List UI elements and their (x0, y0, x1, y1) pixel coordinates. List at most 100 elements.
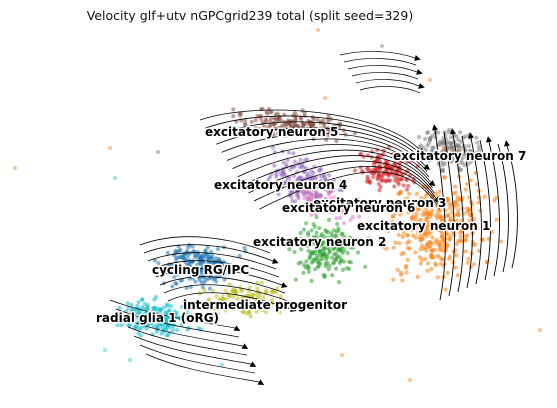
scatter-point (180, 304, 185, 309)
scatter-point (424, 216, 429, 221)
scatter-point (331, 228, 336, 233)
scatter-point (392, 205, 398, 210)
scatter-point (438, 228, 444, 233)
scatter-point (406, 239, 412, 244)
scatter-point (448, 206, 453, 211)
scatter-point (203, 266, 208, 271)
scatter-point (273, 117, 278, 122)
scatter-point (173, 312, 179, 317)
scatter-point (170, 328, 175, 333)
scatter-point (237, 253, 242, 259)
scatter-point (459, 228, 464, 233)
scatter-point (399, 272, 404, 277)
scatter-point (464, 221, 469, 226)
scatter-point (441, 146, 446, 151)
scatter-point (205, 298, 210, 303)
scatter-point (428, 152, 433, 157)
scatter-point (306, 172, 311, 177)
scatter-point (326, 217, 332, 222)
streamline-arrowhead (432, 124, 438, 131)
scatter-point (309, 169, 314, 174)
streamline (216, 127, 426, 167)
scatter-point (275, 286, 280, 291)
scatter-point (406, 206, 411, 211)
streamline (259, 171, 441, 210)
scatter-point (270, 131, 275, 136)
scatter-point (286, 118, 291, 123)
scatter-point (103, 348, 107, 352)
scatter-point (306, 232, 311, 238)
scatter-point (476, 144, 481, 149)
scatter-point (423, 202, 428, 207)
scatter-point (113, 176, 117, 180)
scatter-point (253, 118, 258, 123)
scatter-point (449, 135, 454, 140)
scatter-point (314, 230, 319, 235)
scatter-point (226, 271, 231, 276)
scatter-point (196, 326, 201, 331)
scatter-point (406, 183, 411, 188)
scatter-point (293, 277, 298, 282)
scatter-point (301, 180, 307, 186)
scatter-point (341, 221, 346, 226)
scatter-point (180, 264, 185, 270)
scatter-point (317, 248, 323, 254)
scatter-point (365, 153, 370, 158)
scatter-point (213, 307, 218, 312)
scatter-point (337, 254, 342, 259)
scatter-point (220, 363, 224, 367)
scatter-point (314, 255, 320, 260)
scatter-point (463, 187, 468, 192)
scatter-point (302, 263, 307, 268)
scatter-point (371, 174, 376, 180)
scatter-point (468, 218, 473, 223)
scatter-point (336, 280, 342, 285)
scatter-point (198, 270, 203, 276)
scatter-point (363, 264, 368, 269)
scatter-point (423, 148, 428, 153)
scatter-point (168, 267, 173, 272)
scatter-point (419, 243, 425, 248)
scatter-point (414, 198, 419, 203)
scatter-point (385, 159, 390, 165)
scatter-point (304, 221, 309, 226)
scatter-point (418, 238, 423, 243)
streamline-arrowhead (418, 83, 425, 89)
scatter-point (333, 257, 339, 263)
scatter-point (445, 212, 451, 217)
scatter-point (293, 199, 298, 204)
scatter-point (215, 246, 221, 252)
scatter-point (306, 266, 311, 271)
streamline (461, 135, 473, 289)
scatter-point (326, 113, 331, 119)
scatter-point (458, 130, 463, 135)
scatter-point (397, 241, 402, 246)
scatter-point (342, 211, 347, 216)
scatter-point (239, 288, 244, 294)
scatter-point (316, 28, 320, 32)
scatter-point (311, 188, 316, 193)
scatter-point (407, 246, 412, 251)
scatter-point (331, 178, 336, 183)
scatter-point (322, 124, 327, 129)
streamline-arrowhead (468, 132, 474, 139)
scatter-point (395, 267, 400, 272)
scatter-point (146, 312, 151, 317)
streamline-arrowhead (418, 147, 425, 154)
scatter-point (319, 232, 324, 237)
scatter-point (435, 275, 440, 280)
streamline-arrowhead (257, 379, 265, 385)
scatter-point (239, 298, 244, 303)
scatter-point (281, 243, 286, 248)
scatter-point (315, 191, 320, 197)
scatter-point (448, 222, 453, 227)
cluster-points-radial-glia-1-org (115, 295, 213, 338)
scatter-point (236, 301, 241, 306)
cluster-label-excitatory-neuron-3: excitatory neuron 3 (313, 196, 446, 210)
scatter-point (254, 309, 259, 314)
scatter-point (376, 153, 381, 159)
scatter-point (449, 141, 454, 146)
scatter-point (248, 314, 253, 319)
streamline (452, 133, 464, 293)
scatter-point (321, 202, 326, 207)
